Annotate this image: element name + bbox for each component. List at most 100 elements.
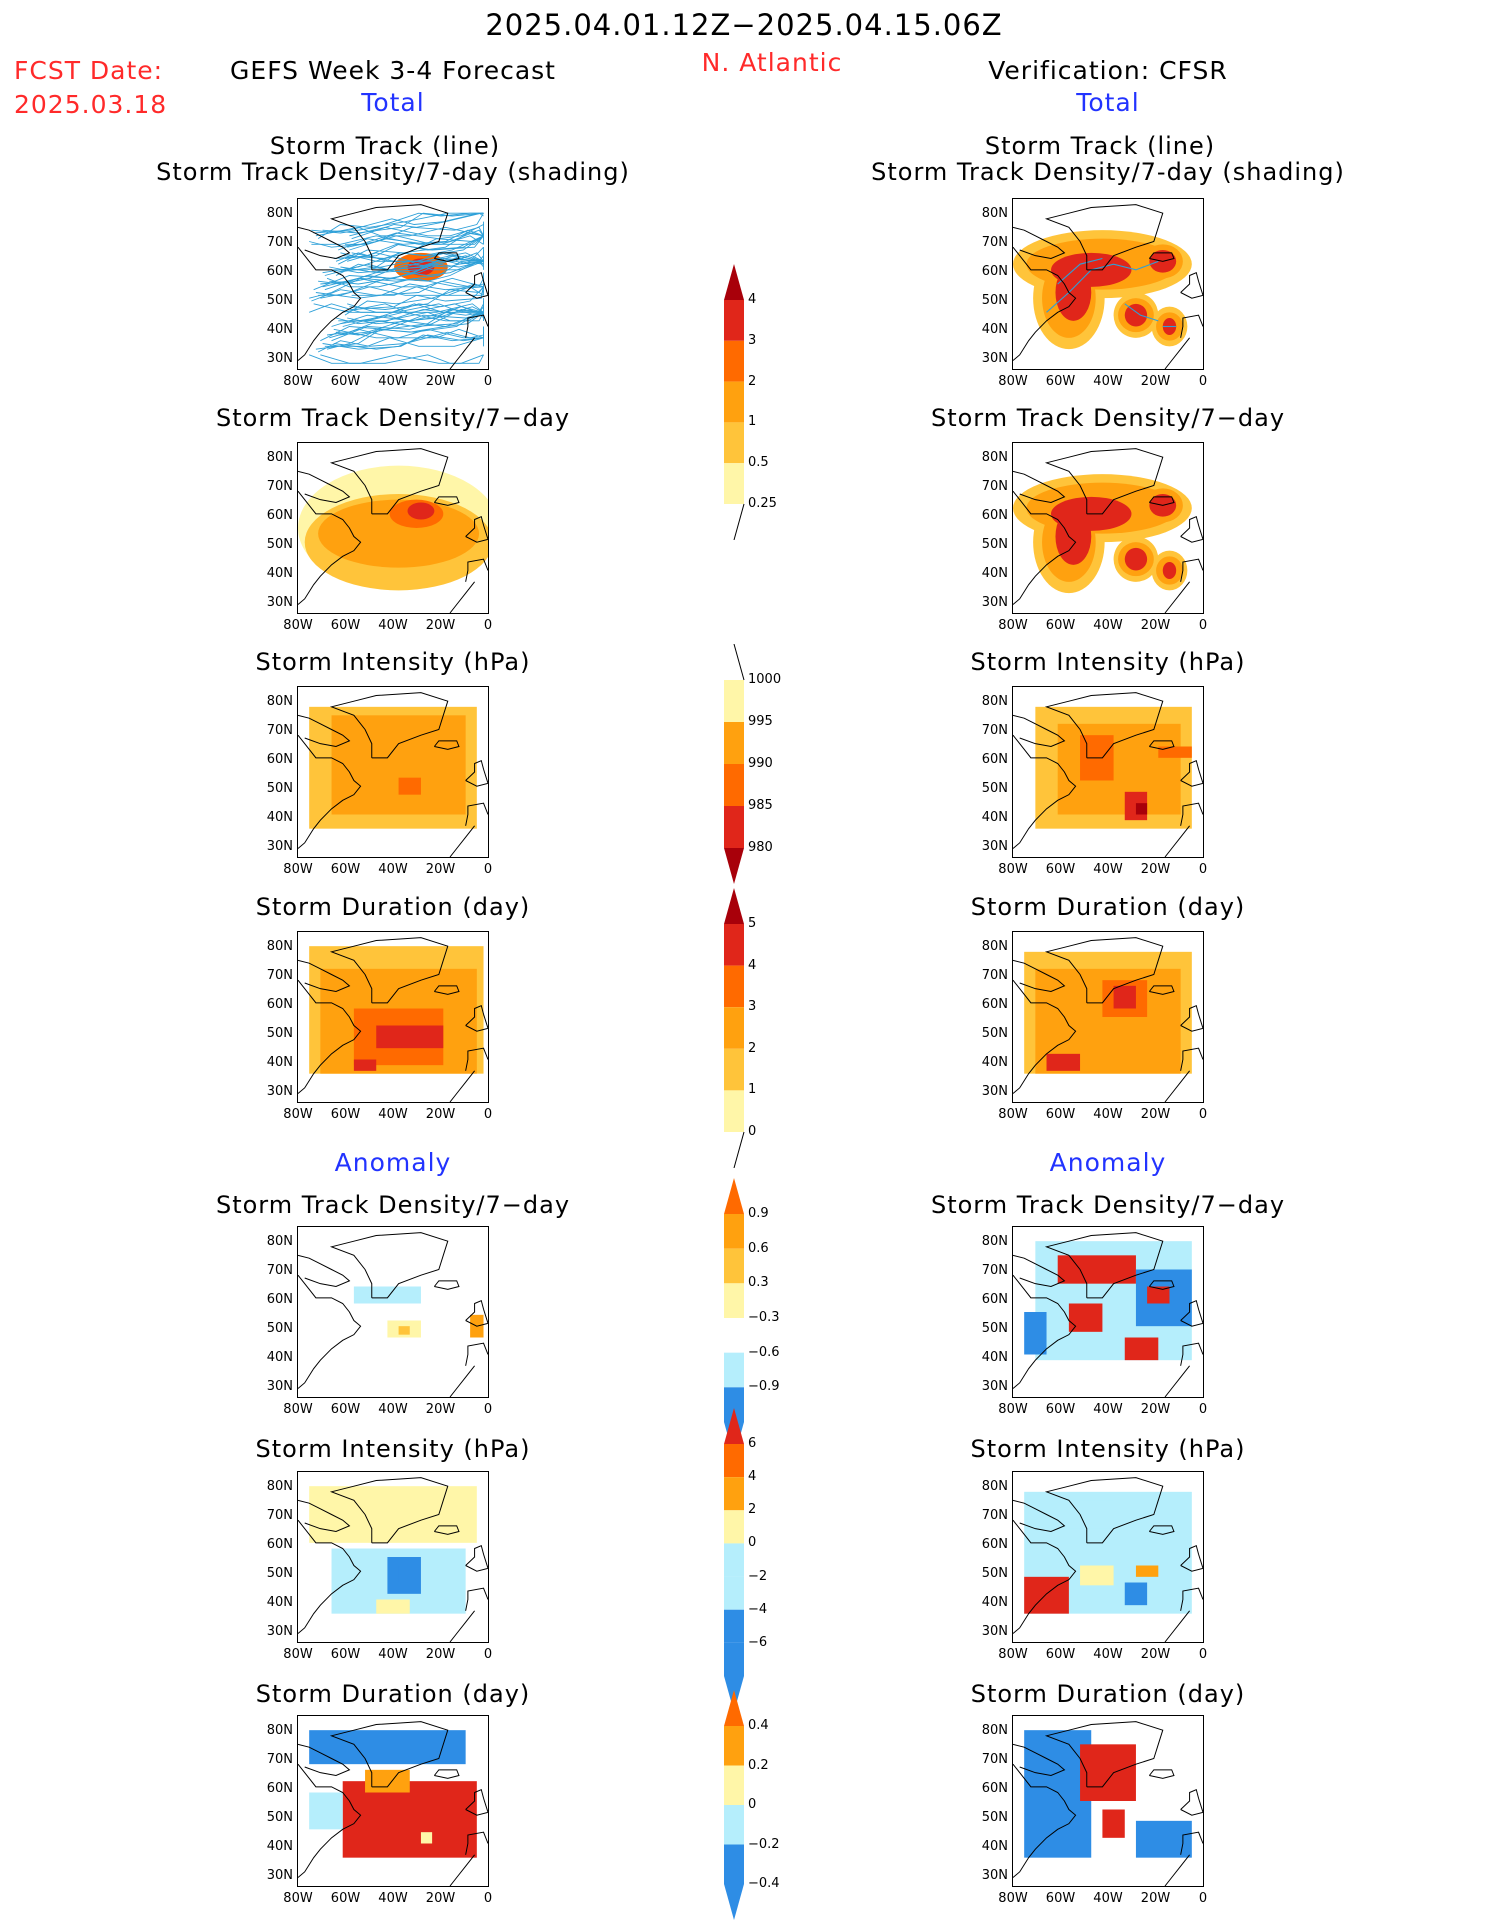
lat-tick-label: 40N — [981, 1350, 1008, 1365]
colorbar-label: 1 — [748, 414, 757, 430]
lat-tick-label: 30N — [266, 839, 293, 854]
colorbar-label: 0.3 — [748, 1275, 769, 1291]
lat-tick-label: 40N — [981, 810, 1008, 825]
lon-tick-label: 80W — [998, 1107, 1028, 1122]
map-graphic — [298, 448, 488, 613]
lon-tick-label: 0 — [483, 1402, 493, 1417]
colorbar-label: 2 — [748, 1502, 757, 1518]
lat-tick-label: 30N — [981, 1084, 1008, 1099]
lat-tick-label: 80N — [981, 1723, 1008, 1738]
panel-title-density-anom-right: Storm Track Density/7−day — [930, 1191, 1286, 1219]
lon-tick-label: 40W — [1093, 862, 1123, 877]
lat-tick-label: 50N — [266, 1321, 293, 1336]
map-graphic — [1013, 1232, 1203, 1397]
lat-tick-label: 40N — [266, 1350, 293, 1365]
lat-tick-label: 80N — [266, 694, 293, 709]
lon-tick-label: 0 — [483, 1647, 493, 1662]
panel-title-intensity-anom-left: Storm Intensity (hPa) — [255, 1435, 531, 1463]
lon-tick-label: 40W — [378, 1107, 408, 1122]
lon-tick-label: 20W — [1140, 374, 1171, 389]
right-column-title: Verification: CFSR — [988, 56, 1228, 85]
lon-tick-label: 80W — [283, 374, 313, 389]
lon-tick-label: 0 — [1198, 618, 1208, 633]
lon-tick-label: 40W — [1093, 1891, 1123, 1906]
lat-tick-label: 40N — [981, 322, 1008, 337]
lat-tick-label: 30N — [266, 1084, 293, 1099]
lat-tick-label: 80N — [266, 1234, 293, 1249]
colorbar-label: −0.3 — [748, 1310, 780, 1325]
map-graphic — [298, 1232, 488, 1397]
lon-tick-label: 40W — [378, 862, 408, 877]
lon-tick-label: 40W — [1093, 618, 1123, 633]
panel-title-density-right: Storm Track Density/7−day — [930, 404, 1286, 432]
lon-tick-label: 0 — [483, 1107, 493, 1122]
colorbar-label: −2 — [748, 1568, 768, 1584]
lat-tick-label: 60N — [266, 997, 293, 1012]
map-graphic — [1013, 937, 1203, 1102]
lat-tick-label: 50N — [266, 537, 293, 552]
lat-tick-label: 60N — [981, 1537, 1008, 1552]
lon-tick-label: 20W — [1140, 1891, 1171, 1906]
lat-tick-label: 70N — [266, 1752, 293, 1767]
map-graphic — [1013, 448, 1203, 613]
lat-tick-label: 40N — [981, 566, 1008, 581]
lat-tick-label: 50N — [981, 293, 1008, 308]
lat-tick-label: 70N — [266, 235, 293, 250]
lon-tick-label: 20W — [425, 374, 456, 389]
lat-tick-label: 50N — [266, 1810, 293, 1825]
lon-tick-label: 20W — [1140, 1647, 1171, 1662]
lon-tick-label: 60W — [330, 1107, 361, 1122]
map-panel-aint-left — [297, 1471, 489, 1643]
colorbar-label: 0 — [748, 1124, 757, 1139]
map-panel-density-left — [297, 442, 489, 614]
left-total-label: Total — [361, 88, 425, 117]
lon-tick-label: 40W — [1093, 1107, 1123, 1122]
panel-title-track-line-left: Storm Track (line) — [269, 132, 501, 160]
map-graphic — [1013, 1477, 1203, 1642]
colorbar-intensity-total — [724, 644, 745, 884]
lat-tick-label: 40N — [266, 1055, 293, 1070]
colorbar-label: −0.4 — [748, 1876, 780, 1891]
lat-tick-label: 50N — [981, 1566, 1008, 1581]
colorbar-label: 990 — [748, 756, 773, 771]
lat-tick-label: 40N — [266, 566, 293, 581]
lat-tick-label: 30N — [266, 1379, 293, 1394]
map-panel-adens-right — [1012, 1226, 1204, 1398]
lat-tick-label: 30N — [981, 595, 1008, 610]
lon-tick-label: 0 — [1198, 1647, 1208, 1662]
lat-tick-label: 30N — [266, 351, 293, 366]
map-panel-adur-right — [1012, 1715, 1204, 1887]
lat-tick-label: 30N — [266, 595, 293, 610]
lat-tick-label: 80N — [266, 1723, 293, 1738]
colorbar-duration-anom — [724, 1690, 744, 1920]
lat-tick-label: 80N — [981, 1479, 1008, 1494]
lon-tick-label: 0 — [1198, 1891, 1208, 1906]
lon-tick-label: 80W — [283, 1647, 313, 1662]
lat-tick-label: 30N — [266, 1624, 293, 1639]
lon-tick-label: 60W — [1045, 374, 1076, 389]
lat-tick-label: 50N — [981, 781, 1008, 796]
colorbar-label: 1 — [748, 1082, 757, 1098]
lon-tick-label: 60W — [330, 374, 361, 389]
lat-tick-label: 60N — [981, 1292, 1008, 1307]
lon-tick-label: 20W — [425, 618, 456, 633]
colorbar-label: 6 — [748, 1436, 757, 1451]
colorbar-label: 4 — [748, 1469, 757, 1485]
lon-tick-label: 60W — [330, 862, 361, 877]
lon-tick-label: 0 — [1198, 862, 1208, 877]
colorbar-label: 0.6 — [748, 1240, 769, 1256]
map-graphic — [298, 937, 488, 1102]
lon-tick-label: 0 — [483, 862, 493, 877]
lat-tick-label: 70N — [266, 968, 293, 983]
lon-tick-label: 40W — [378, 1402, 408, 1417]
map-panel-int-right — [1012, 686, 1204, 858]
colorbar-label: −4 — [748, 1601, 768, 1617]
lat-tick-label: 80N — [266, 206, 293, 221]
lat-tick-label: 80N — [266, 450, 293, 465]
lat-tick-label: 30N — [981, 839, 1008, 854]
panel-title-duration-anom-right: Storm Duration (day) — [970, 1680, 1246, 1708]
colorbar-label: 985 — [748, 798, 773, 813]
lat-tick-label: 80N — [266, 939, 293, 954]
lat-tick-label: 50N — [266, 1566, 293, 1581]
lat-tick-label: 50N — [981, 1026, 1008, 1041]
